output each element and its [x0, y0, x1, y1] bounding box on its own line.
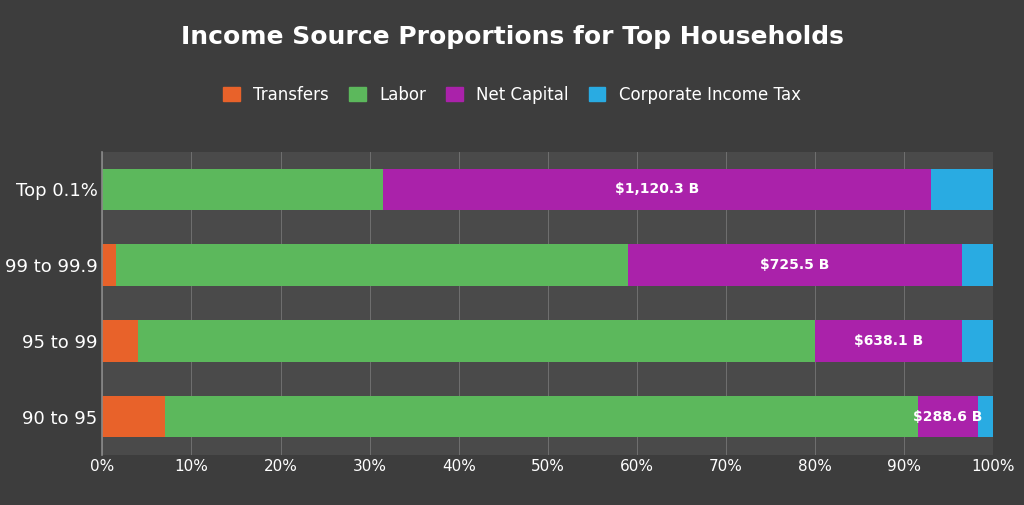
Bar — [963, 320, 993, 362]
Bar — [102, 320, 138, 362]
Bar — [815, 320, 963, 362]
Bar — [102, 396, 165, 437]
Text: $1,120.3 B: $1,120.3 B — [614, 182, 699, 196]
Bar — [102, 169, 383, 210]
Bar — [978, 396, 993, 437]
Text: Income Source Proportions for Top Households: Income Source Proportions for Top Househ… — [180, 25, 844, 49]
Bar — [116, 244, 628, 286]
Bar — [165, 396, 918, 437]
Bar — [963, 244, 993, 286]
Legend: Transfers, Labor, Net Capital, Corporate Income Tax: Transfers, Labor, Net Capital, Corporate… — [217, 79, 807, 111]
Text: $638.1 B: $638.1 B — [854, 334, 924, 348]
Text: $288.6 B: $288.6 B — [913, 410, 983, 424]
Bar — [138, 320, 815, 362]
Text: $725.5 B: $725.5 B — [761, 258, 829, 272]
Bar — [383, 169, 931, 210]
Bar — [931, 169, 993, 210]
Bar — [628, 244, 963, 286]
Bar — [918, 396, 978, 437]
Bar — [102, 244, 116, 286]
